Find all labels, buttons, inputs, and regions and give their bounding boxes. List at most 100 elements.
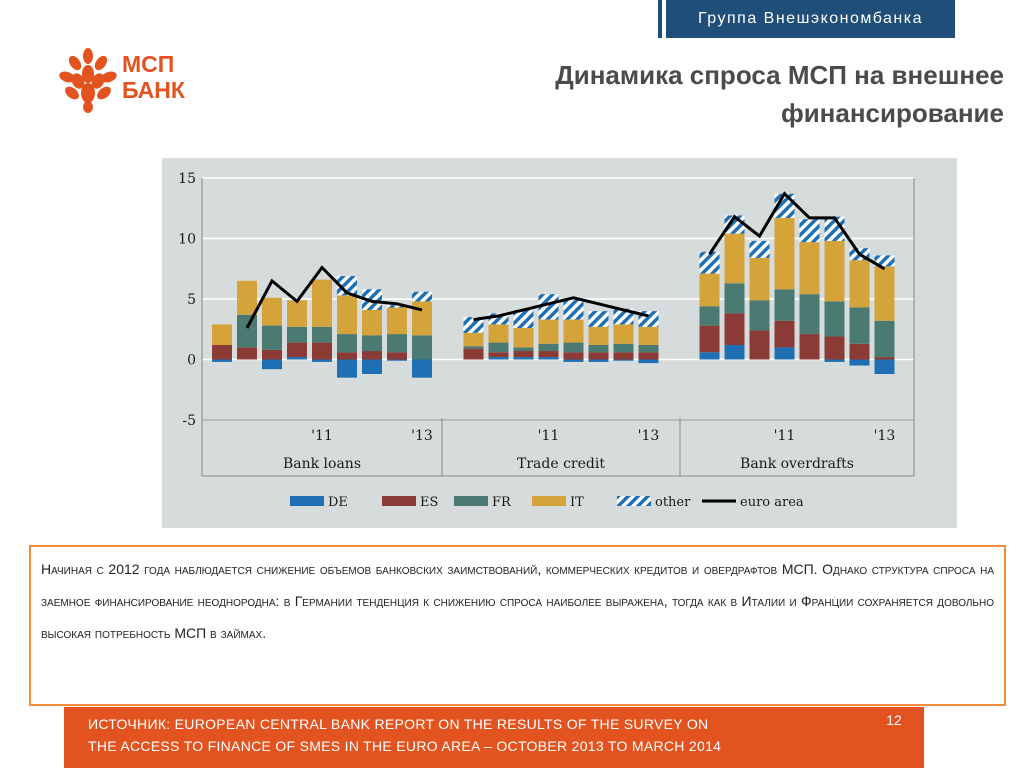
bar-segment-other (799, 219, 820, 243)
bar-segment-de (387, 359, 407, 361)
bar-segment-de (874, 359, 895, 375)
bar-segment-de (774, 347, 795, 360)
bar-segment-fr (588, 344, 609, 353)
bar-segment-es (237, 347, 257, 360)
bar-segment-de (212, 359, 232, 362)
logo-line-bank: БАНК (122, 77, 185, 103)
bar-segment-es (563, 352, 584, 360)
bar-segment-fr (849, 307, 870, 344)
bar-segment-it (699, 273, 720, 307)
y-tick-label: -5 (182, 413, 196, 429)
bar-segment-es (774, 320, 795, 348)
bar-segment-fr (463, 346, 484, 349)
bar-segment-fr (488, 342, 509, 353)
page-title: Динамика спроса МСП на внешнее финансиро… (444, 56, 1004, 132)
bar-segment-es (287, 342, 307, 358)
bar-segment-it (412, 301, 432, 336)
logo-emblem-icon (59, 48, 117, 113)
bar-segment-de (638, 359, 659, 364)
bar-segment-other (749, 240, 770, 258)
source-line-2: the access to finance of SMEs in the eur… (88, 738, 722, 754)
bar-segment-it (538, 319, 559, 344)
bar-segment-other (362, 289, 382, 310)
bar-segment-de (287, 357, 307, 360)
bar-segment-it (262, 297, 282, 326)
bar-segment-it (799, 242, 820, 295)
bar-segment-it (638, 326, 659, 345)
bar-segment-es (538, 351, 559, 358)
bar-segment-it (588, 326, 609, 345)
stacked-bar-chart: 15 10 5 0 -5 '11 '13 Bank loans '11 '13 Trade cred… (178, 171, 915, 510)
logo-wordmark: МСП БАНК (122, 51, 185, 103)
bar-segment-de (699, 352, 720, 360)
legend-swatch-es (382, 496, 416, 506)
bar-segment-fr (563, 342, 584, 353)
bar-segment-fr (538, 343, 559, 352)
bar-segment-de (312, 359, 332, 362)
bar-segment-de (613, 359, 634, 361)
bar-segment-fr (638, 344, 659, 353)
legend-label: IT (570, 495, 584, 510)
legend-swatch-de (290, 496, 324, 506)
bar-segment-de (262, 359, 282, 370)
bar-segment-es (588, 352, 609, 360)
bar-segment-it (563, 319, 584, 343)
bar-segment-other (563, 299, 584, 320)
bar-segment-es (337, 352, 357, 360)
footer-bar (64, 707, 864, 768)
panel-label: Bank overdrafts (740, 456, 854, 472)
group-banner: Группа Внешэкономбанка (666, 0, 955, 38)
legend-label: euro area (740, 495, 804, 510)
bar-segment-fr (287, 326, 307, 343)
bar-segment-de (588, 359, 609, 362)
bar-segment-it (212, 324, 232, 345)
bar-segment-other (699, 251, 720, 274)
title-line-1: Динамика спроса МСП на внешнее (555, 60, 1004, 90)
bar-segment-it (237, 280, 257, 315)
bar-segment-other (513, 309, 534, 329)
bar-segment-fr (237, 314, 257, 348)
bar-segment-fr (262, 325, 282, 350)
bar-segment-fr (749, 300, 770, 331)
bar-segment-other (412, 291, 432, 302)
bar-segment-es (749, 330, 770, 360)
bar-segment-fr (362, 335, 382, 352)
page-number: 12 (864, 707, 924, 768)
bar-segment-other (488, 313, 509, 325)
bar-segment-fr (387, 334, 407, 353)
bar-segment-it (362, 309, 382, 336)
bar-segment-fr (312, 326, 332, 343)
legend-label: other (655, 495, 691, 510)
x-tick-label: '11 (774, 428, 796, 444)
panel-label: Trade credit (517, 456, 605, 472)
legend-label: DE (328, 495, 348, 510)
legend-swatch-fr (454, 496, 488, 506)
x-tick-label: '13 (411, 428, 433, 444)
x-tick-label: '11 (311, 428, 333, 444)
bar-segment-es (849, 343, 870, 360)
bar-segment-es (874, 357, 895, 360)
bar-segment-it (749, 257, 770, 301)
bar-segment-other (387, 305, 407, 308)
bar-segment-es (212, 344, 232, 360)
y-tick-label: 5 (187, 292, 196, 308)
bar-segment-it (613, 324, 634, 344)
bar-segment-de (724, 344, 745, 360)
bar-segment-de (488, 357, 509, 360)
chart-panel: 15 10 5 0 -5 '11 '13 Bank loans '11 '13 Trade cred… (162, 158, 957, 528)
euro-area-line (473, 296, 649, 322)
bar-segment-de (513, 357, 534, 360)
bar-segment-fr (799, 294, 820, 335)
bar-segment-es (613, 352, 634, 360)
legend-swatch-other (617, 496, 651, 506)
bar-segment-fr (337, 334, 357, 353)
bar-segment-fr (412, 335, 432, 360)
legend-label: ES (420, 495, 438, 510)
x-tick-label: '11 (538, 428, 560, 444)
bar-segment-it (387, 307, 407, 335)
bar-segment-it (287, 300, 307, 327)
summary-box: Начиная с 2012 года наблюдается снижение… (29, 545, 1006, 706)
bar-segment-it (488, 324, 509, 343)
bar-segment-es (699, 325, 720, 353)
bar-segment-fr (824, 301, 845, 337)
